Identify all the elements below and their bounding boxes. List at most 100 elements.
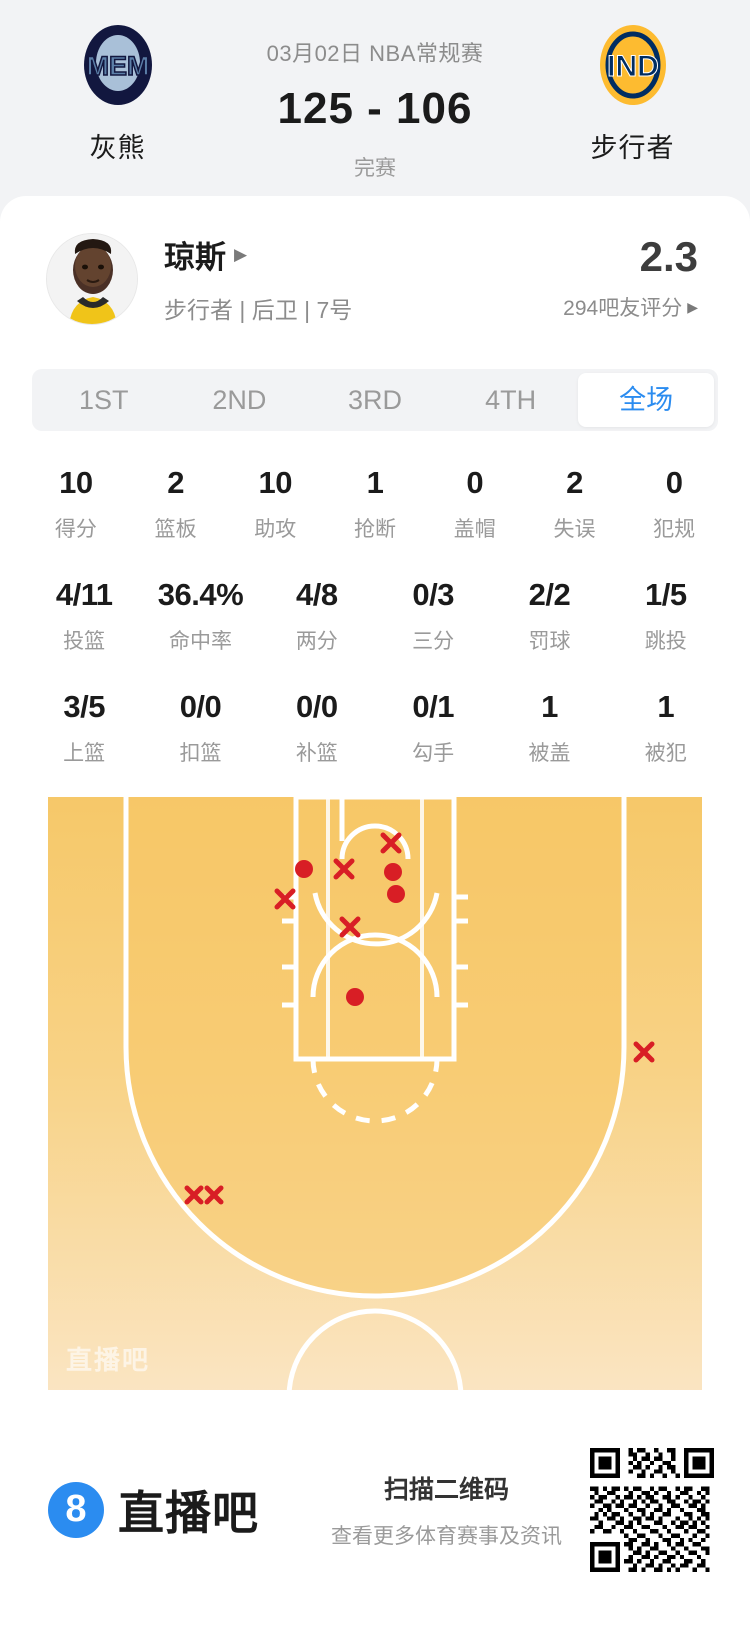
- stat-value: 0/1: [412, 689, 454, 724]
- stat-value: 0: [665, 465, 683, 500]
- stats-row-basic: 10 得分 2 篮板 10 助攻 1 抢断 0 盖帽 2 失误: [26, 465, 724, 543]
- stat-steals: 1 抢断: [325, 465, 425, 543]
- qr-text: 扫描二维码 查看更多体育赛事及资讯: [331, 1470, 562, 1550]
- stat-hook-shots: 0/1 勾手: [375, 689, 491, 767]
- home-team-name: 灰熊: [89, 133, 146, 163]
- stat-value: 10: [258, 465, 293, 500]
- stat-label: 犯规: [653, 518, 696, 541]
- stat-value: 1: [657, 689, 675, 724]
- match-status: 完赛: [354, 157, 396, 180]
- court-svg: [48, 797, 702, 1397]
- court-watermark: 直播吧: [66, 1345, 151, 1375]
- stat-value: 1: [366, 465, 384, 500]
- stat-blocks: 0 盖帽: [425, 465, 525, 543]
- brand-name: 直播吧: [118, 1486, 259, 1539]
- stat-value: 0/3: [412, 577, 454, 612]
- stats-row-shooting: 4/11 投篮 36.4% 命中率 4/8 两分 0/3 三分 2/2 罚球 1…: [26, 577, 724, 655]
- stat-value: 2: [167, 465, 184, 500]
- chevron-right-icon: ▶: [687, 298, 698, 315]
- stat-fouls: 0 犯规: [624, 465, 724, 543]
- player-rating-label-row: 294吧友评分 ▶: [563, 292, 698, 322]
- period-tabs: 1ST 2ND 3RD 4TH 全场: [32, 369, 718, 431]
- stat-free-throws: 2/2 罚球: [491, 577, 607, 655]
- stat-label: 投篮: [63, 630, 106, 653]
- stat-label: 跳投: [644, 630, 687, 653]
- tab-2nd[interactable]: 2ND: [212, 385, 267, 415]
- stat-label: 失误: [553, 518, 596, 541]
- stat-label: 抢断: [354, 518, 397, 541]
- tab-full-game[interactable]: 全场: [578, 373, 714, 427]
- stat-tip-ins: 0/0 补篮: [259, 689, 375, 767]
- player-rating-block[interactable]: 2.3 294吧友评分 ▶: [563, 232, 704, 322]
- stat-three-pointers: 0/3 三分: [375, 577, 491, 655]
- match-date-league: 03月02日 NBA常规赛: [266, 41, 484, 66]
- player-rating-label: 294吧友评分: [563, 296, 683, 320]
- stat-label: 两分: [295, 630, 338, 653]
- home-team-logo-icon: MEM: [76, 22, 160, 108]
- qr-block: 扫描二维码 查看更多体育赛事及资讯: [331, 1447, 714, 1572]
- stat-label: 盖帽: [453, 518, 496, 541]
- stat-label: 上篮: [63, 742, 106, 765]
- tab-1st[interactable]: 1ST: [79, 385, 129, 415]
- stat-value: 2/2: [528, 577, 571, 612]
- stat-fg-percentage: 36.4% 命中率: [142, 577, 258, 655]
- svg-text:IND: IND: [607, 50, 659, 83]
- stats-block: 10 得分 2 篮板 10 助攻 1 抢断 0 盖帽 2 失误: [0, 465, 750, 767]
- home-team[interactable]: MEM 灰熊: [10, 22, 225, 165]
- stat-value: 0/0: [296, 689, 338, 724]
- stat-fouls-drawn: 1 被犯: [608, 689, 724, 767]
- stat-label: 助攻: [254, 518, 297, 541]
- away-team-name: 步行者: [590, 133, 675, 163]
- shot-chart-section: 直播吧: [0, 797, 750, 1397]
- chevron-right-icon: ▶: [234, 245, 248, 264]
- shot-chart-court[interactable]: 直播吧: [48, 797, 702, 1397]
- stats-row-shot-types: 3/5 上篮 0/0 扣篮 0/0 补篮 0/1 勾手 1 被盖 1 被犯: [26, 689, 724, 767]
- tab-4th[interactable]: 4TH: [485, 385, 537, 415]
- player-info: 琼斯 ▶ 步行者 | 后卫 | 7号: [164, 232, 563, 325]
- away-team[interactable]: IND 步行者: [525, 22, 740, 165]
- shot-markers: [184, 832, 655, 1205]
- stat-points: 10 得分: [26, 465, 126, 543]
- stat-label: 罚球: [528, 630, 571, 653]
- stat-assists: 10 助攻: [225, 465, 325, 543]
- stat-shots-blocked: 1 被盖: [491, 689, 607, 767]
- match-center: 03月02日 NBA常规赛 125 - 106 完赛: [225, 22, 525, 182]
- qr-subtitle: 查看更多体育赛事及资讯: [331, 1524, 562, 1548]
- qr-title: 扫描二维码: [383, 1475, 509, 1504]
- stat-turnovers: 2 失误: [525, 465, 625, 543]
- qr-code-icon[interactable]: [590, 1447, 714, 1572]
- match-header: MEM 灰熊 03月02日 NBA常规赛 125 - 106 完赛 IND 步行…: [0, 0, 750, 196]
- svg-text:MEM: MEM: [86, 51, 149, 81]
- stat-label: 得分: [54, 518, 97, 541]
- stat-label: 命中率: [168, 630, 232, 653]
- player-card: 琼斯 ▶ 步行者 | 后卫 | 7号 2.3 294吧友评分 ▶ 1ST 2ND…: [0, 196, 750, 1397]
- stat-label: 三分: [412, 630, 455, 653]
- stat-layups: 3/5 上篮: [26, 689, 142, 767]
- stat-label: 扣篮: [179, 742, 222, 765]
- stat-rebounds: 2 篮板: [126, 465, 226, 543]
- player-meta: 步行者 | 后卫 | 7号: [164, 297, 353, 323]
- stat-value: 4/11: [55, 577, 113, 612]
- stat-field-goals: 4/11 投篮: [26, 577, 142, 655]
- stat-value: 1/5: [645, 577, 687, 612]
- stat-label: 被盖: [528, 742, 571, 765]
- missed-shot-marker: [184, 832, 655, 1205]
- player-avatar: [46, 232, 138, 325]
- player-rating-value: 2.3: [639, 232, 698, 280]
- stat-label: 篮板: [154, 518, 197, 541]
- stat-value: 36.4%: [157, 577, 244, 612]
- brand-mark-icon: 8: [48, 1481, 104, 1538]
- stat-two-pointers: 4/8 两分: [259, 577, 375, 655]
- player-name-line[interactable]: 琼斯 ▶: [164, 232, 563, 277]
- stat-value: 0: [466, 465, 484, 500]
- made-shot-marker: [295, 860, 405, 1006]
- player-row: 琼斯 ▶ 步行者 | 后卫 | 7号 2.3 294吧友评分 ▶: [0, 196, 750, 325]
- tab-3rd[interactable]: 3RD: [347, 385, 402, 415]
- stat-value: 3/5: [63, 689, 105, 724]
- stat-value: 10: [59, 465, 93, 500]
- stat-jump-shots: 1/5 跳投: [608, 577, 724, 655]
- footer: 8 直播吧 扫描二维码 查看更多体育赛事及资讯: [0, 1390, 750, 1629]
- brand-logo[interactable]: 8 直播吧: [48, 1477, 259, 1543]
- away-team-logo-icon: IND: [591, 22, 675, 108]
- stat-value: 2: [566, 465, 583, 500]
